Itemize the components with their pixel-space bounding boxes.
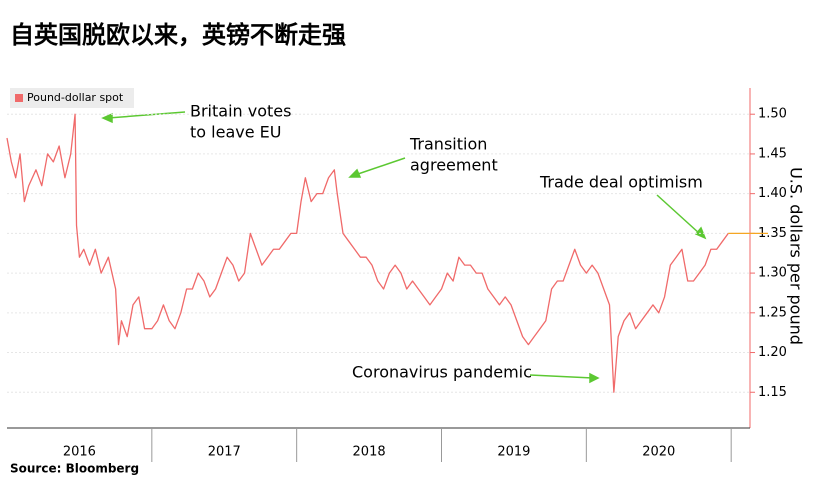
- x-tick-label: 2020: [642, 445, 675, 460]
- annotation: Trade deal optimism: [539, 173, 703, 192]
- source: Source: Bloomberg: [10, 462, 139, 476]
- y-tick-label: 1.30: [758, 266, 787, 281]
- y-tick-label: 1.25: [758, 305, 787, 320]
- x-tick-label: 2019: [497, 445, 530, 460]
- annotation: to leave EU: [190, 123, 281, 142]
- x-tick-label: 2016: [63, 445, 96, 460]
- x-tick-label: 2017: [208, 445, 241, 460]
- annotation: Britain votes: [190, 102, 291, 121]
- annotation: Coronavirus pandemic: [352, 363, 532, 382]
- y-tick-label: 1.15: [758, 385, 787, 400]
- legend-box: [10, 88, 134, 108]
- y-tick-label: 1.50: [758, 107, 787, 122]
- x-tick-label: 2018: [353, 445, 386, 460]
- legend-label: Pound-dollar spot: [27, 91, 124, 104]
- legend-swatch: [15, 94, 23, 102]
- y-tick-label: 1.40: [758, 186, 787, 201]
- chart-title: 自英国脱欧以来，英镑不断走强: [10, 21, 346, 49]
- y-tick-label: 1.45: [758, 146, 787, 161]
- arrows: [101, 111, 707, 384]
- y-axis-label: U.S. dollars per pound: [787, 167, 806, 345]
- y-tick-label: 1.35: [758, 226, 787, 241]
- price-line: [6, 113, 729, 393]
- annotation: agreement: [410, 156, 498, 175]
- annotation: Transition: [409, 135, 487, 154]
- y-tick-label: 1.20: [758, 345, 787, 360]
